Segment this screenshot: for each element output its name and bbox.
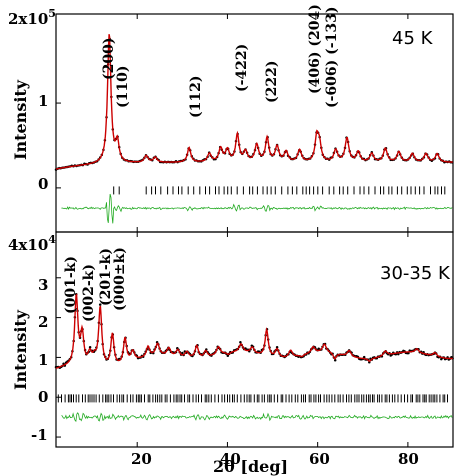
bottom-x-tick-label-80: 80 <box>398 450 419 468</box>
peak-label-112: (112) <box>188 76 204 118</box>
peak-label-neg422: (-422) <box>234 44 250 92</box>
calculated-curve <box>55 34 453 170</box>
top-y-axis-label: Intensity <box>11 79 30 160</box>
peak-label-110: (110) <box>115 66 131 108</box>
x-axis-label: 2θ [deg] <box>213 457 288 476</box>
peak-label-001-k: (001-k) <box>63 256 79 314</box>
difference-curve <box>61 193 453 224</box>
observed-point <box>181 351 184 355</box>
bottom-y-tick-label-neg1: -1 <box>31 426 48 444</box>
peak-label-000pmk: (000±k) <box>112 247 128 311</box>
bottom-y-tick-label-1: 1 <box>38 351 48 369</box>
peak-label-222: (222) <box>264 61 280 103</box>
bottom-x-tick-label-20: 20 <box>131 450 152 468</box>
bottom-difference-curve-group <box>61 412 453 423</box>
bottom-y-tick-label-2: 2 <box>38 313 48 331</box>
bottom-x-tick-label-40: 40 <box>220 450 241 468</box>
bottom-y-tick-label-3: 3 <box>38 276 48 294</box>
bottom-plot-frame <box>55 231 454 448</box>
top-difference-curve-group <box>61 193 453 224</box>
observed-point <box>88 346 92 349</box>
observed-point <box>226 354 230 358</box>
observed-point <box>275 345 279 349</box>
bottom-temperature-label: 30-35 K <box>380 263 451 284</box>
observed-point <box>333 359 337 362</box>
bottom-y-scale-label: 4x104 <box>8 233 56 254</box>
top-temperature-label: 45 K <box>392 28 434 49</box>
top-y-tick-label-1: 1 <box>38 92 48 110</box>
difference-curve <box>61 412 453 423</box>
peak-label-201-k: (201-k) <box>98 248 114 306</box>
bottom-calculated-curve-group <box>55 293 453 369</box>
bottom-axis-tick-marks <box>56 232 409 447</box>
top-y-tick-label-0: 0 <box>38 175 48 193</box>
calculated-curve <box>55 293 453 369</box>
bottom-panel: 4x104 3 2 1 0 -1 Intensity 30-35 K 20 40… <box>8 231 454 476</box>
observed-point <box>362 355 366 359</box>
bottom-bragg-ticks-group <box>57 394 448 403</box>
observed-point <box>239 341 242 344</box>
bottom-y-tick-label-0: 0 <box>38 388 48 406</box>
bottom-x-tick-label-60: 60 <box>309 450 330 468</box>
top-axis-tick-marks <box>56 14 409 232</box>
top-bragg-ticks-group <box>113 186 446 195</box>
peak-label-406-204: (406) (204) <box>307 4 323 94</box>
top-calculated-curve-group <box>55 34 453 170</box>
top-panel: 2x105 1 0 Intensity 45 K (200) (110) (11… <box>8 4 454 233</box>
observed-point <box>98 303 102 306</box>
peak-label-200: (200) <box>101 38 117 80</box>
peak-label-neg606-neg133: (-606) (-133) <box>324 7 340 108</box>
top-y-scale-label: 2x105 <box>8 7 56 28</box>
bottom-y-axis-label: Intensity <box>11 309 30 390</box>
peak-label-002-k: (002-k) <box>81 264 97 322</box>
